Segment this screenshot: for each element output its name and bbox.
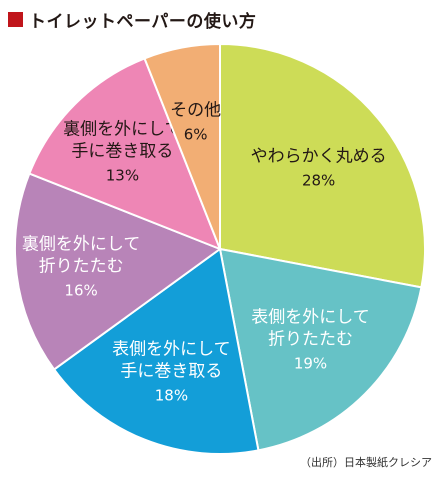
slice-label-6: その他 6% <box>170 100 221 143</box>
slice-value-label: 19% <box>294 355 327 373</box>
pie-slice-3 <box>52 247 260 455</box>
pie-slice-4 <box>14 172 223 371</box>
slice-category-label: 裏側を外にして <box>63 118 182 139</box>
chart-header: トイレットペーパーの使い方 <box>8 7 256 32</box>
pie-slice-2 <box>218 247 423 452</box>
slice-value-label: 18% <box>155 387 188 405</box>
pie-slice-1 <box>219 42 426 289</box>
slice-value-label: 13% <box>106 166 139 184</box>
slice-category-label: 表側を外にして <box>112 340 231 360</box>
slice-category-label: 手に巻き取る <box>71 141 173 161</box>
slice-value-label: 16% <box>64 282 97 300</box>
slice-category-label: やわらかく丸める <box>251 146 387 166</box>
slice-category-label: 折りたたむ <box>39 257 124 277</box>
source-note: （出所）日本製紙クレシア <box>300 456 432 469</box>
slice-value-label: 28% <box>302 171 335 189</box>
slice-category-label: 表側を外にして <box>251 308 370 328</box>
slice-category-label: 裏側を外にして <box>22 234 141 255</box>
title-marker <box>8 12 23 27</box>
slice-category-label: 手に巻き取る <box>120 362 222 382</box>
slice-category-label: 折りたたむ <box>268 330 353 350</box>
slice-value-label: 6% <box>184 125 208 143</box>
pie-slice-6 <box>143 42 221 250</box>
pie-slice-5 <box>28 57 222 251</box>
slice-category-label: その他 <box>170 100 221 120</box>
slice-label-1: やわらかく丸める 28% <box>251 146 387 189</box>
chart-title: トイレットペーパーの使い方 <box>29 12 257 32</box>
